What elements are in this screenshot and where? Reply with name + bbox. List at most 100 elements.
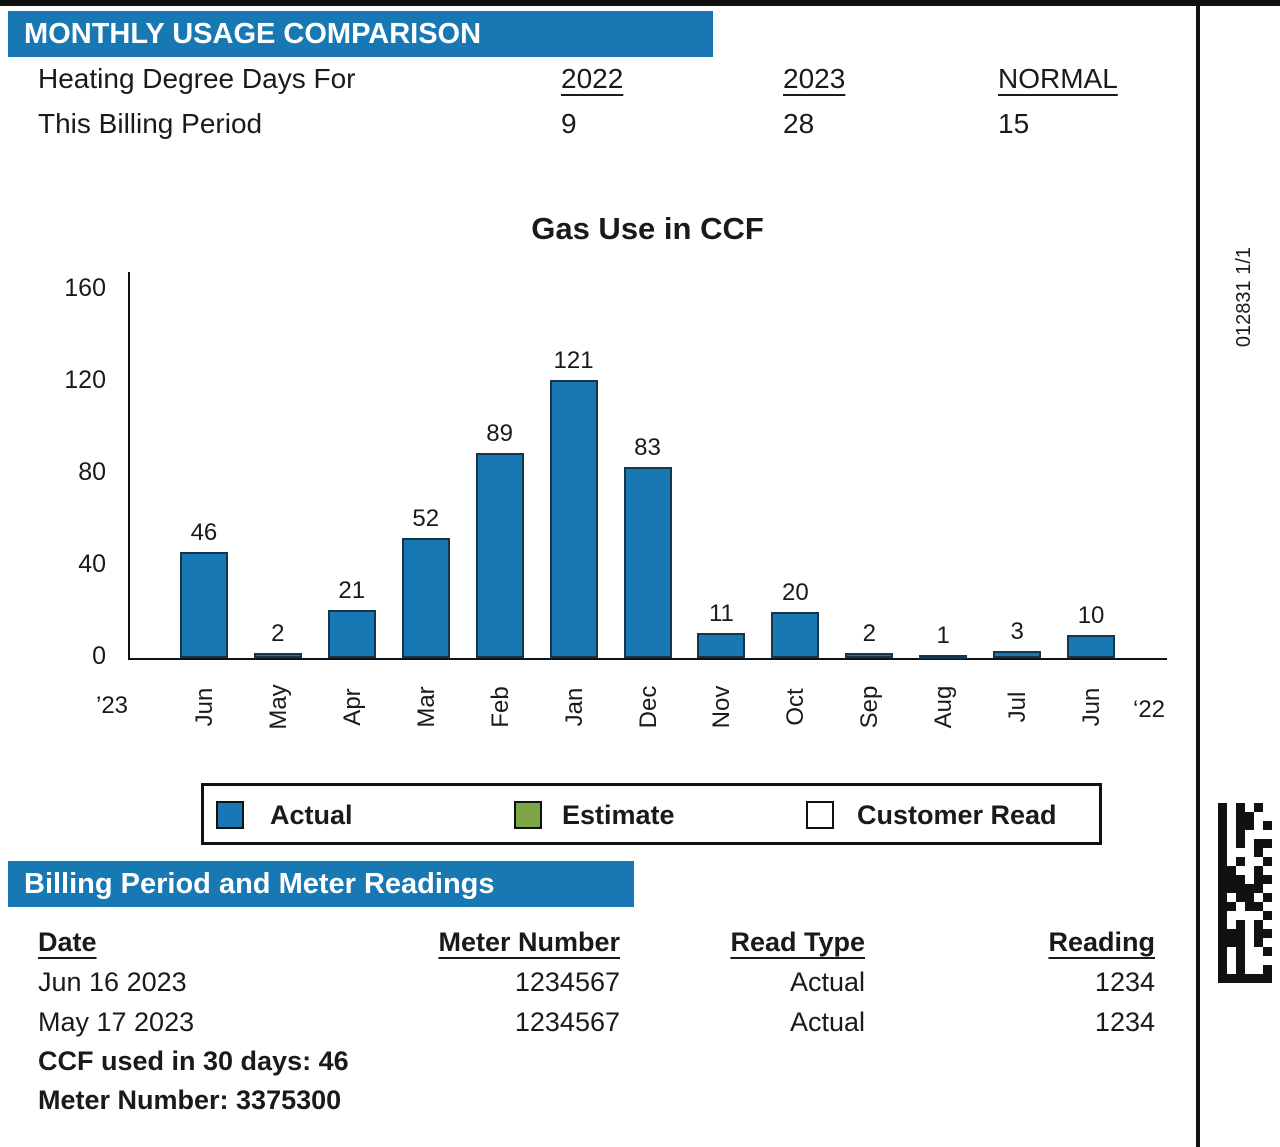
barcode-cell	[1218, 938, 1227, 947]
bar-oct-20	[771, 612, 820, 658]
x-axis-line	[128, 658, 1167, 660]
barcode-cell	[1263, 893, 1272, 902]
hdd-value-2023: 28	[783, 108, 815, 139]
barcode-cell	[1254, 866, 1263, 875]
right-border-rule	[1196, 0, 1200, 1147]
readings-header-meter-number: Meter Number	[438, 927, 620, 957]
barcode-cell	[1218, 830, 1227, 839]
barcode-cell	[1254, 875, 1263, 884]
bar-value-label-3: 3	[1010, 618, 1024, 645]
billing-period-label: This Billing Period	[38, 108, 263, 139]
barcode-cell	[1236, 893, 1245, 902]
reading-row-0-col-3: 1234	[1094, 967, 1155, 997]
hdd-value-2022: 9	[561, 108, 577, 139]
barcode-cell	[1245, 812, 1254, 821]
barcode-cell	[1218, 974, 1227, 983]
hdd-value-normal: 15	[998, 108, 1030, 139]
x-label-jun-12: Jun	[1078, 687, 1106, 727]
barcode-cell	[1236, 830, 1245, 839]
x-label-sep-9: Sep	[856, 685, 884, 729]
barcode-cell	[1254, 929, 1263, 938]
barcode-cell	[1245, 974, 1254, 983]
meter-number-summary: Meter Number: 3375300	[38, 1085, 342, 1115]
x-label-jul-11: Jul	[1004, 691, 1032, 723]
barcode-cell	[1263, 875, 1272, 884]
billing-readings-banner-title: Billing Period and Meter Readings	[24, 867, 495, 900]
reading-row-0-col-0: Jun 16 2023	[38, 967, 187, 997]
bar-feb-89	[475, 453, 524, 658]
barcode-cell	[1236, 803, 1245, 812]
monthly-usage-banner-title: MONTHLY USAGE COMPARISON	[24, 17, 482, 50]
barcode-cell	[1263, 857, 1272, 866]
barcode-cell	[1254, 848, 1263, 857]
barcode-cell	[1254, 839, 1263, 848]
legend-swatch-estimate	[514, 801, 542, 829]
bar-jan-121	[549, 380, 598, 658]
barcode-cell	[1218, 965, 1227, 974]
barcode-cell	[1218, 902, 1227, 911]
heating-degree-days-label: Heating Degree Days For	[38, 63, 356, 94]
y-tick-label-120: 120	[64, 366, 106, 394]
reading-row-1-col-0: May 17 2023	[38, 1007, 195, 1037]
barcode-cell	[1218, 839, 1227, 848]
ccf-used-summary: CCF used in 30 days: 46	[38, 1046, 349, 1076]
barcode-cell	[1218, 947, 1227, 956]
barcode-cell	[1236, 884, 1245, 893]
reading-row-1-col-3: 1234	[1094, 1007, 1155, 1037]
bar-mar-52	[401, 538, 450, 658]
x-label-may-1: May	[264, 684, 292, 730]
barcode-cell	[1263, 929, 1272, 938]
x-label-apr-2: Apr	[338, 688, 366, 726]
barcode-cell	[1227, 866, 1236, 875]
legend-swatch-customer-read	[806, 801, 834, 829]
x-label-dec-6: Dec	[634, 685, 662, 729]
y-axis-line	[128, 272, 130, 660]
hdd-column-2022: 2022	[561, 63, 624, 94]
y-tick-label-0: 0	[92, 642, 106, 670]
x-axis-year-left: ’23	[96, 692, 129, 719]
barcode-cell	[1218, 875, 1227, 884]
x-axis-year-right: ‘22	[1133, 696, 1166, 723]
barcode-cell	[1236, 956, 1245, 965]
barcode-cell	[1218, 884, 1227, 893]
chart-title: Gas Use in CCF	[531, 211, 764, 246]
reading-row-1-col-1: 1234567	[514, 1007, 620, 1037]
barcode-cell	[1236, 938, 1245, 947]
barcode-cell	[1227, 884, 1236, 893]
bar-sep-2	[845, 653, 894, 658]
bar-value-label-10: 10	[1077, 602, 1105, 629]
barcode-cell	[1218, 893, 1227, 902]
barcode-cell	[1263, 974, 1272, 983]
bar-value-label-20: 20	[781, 579, 809, 606]
barcode-cell	[1263, 821, 1272, 830]
barcode-cell	[1263, 947, 1272, 956]
x-label-mar-3: Mar	[412, 686, 440, 728]
bar-value-label-89: 89	[486, 420, 513, 447]
monthly-usage-banner: MONTHLY USAGE COMPARISON	[8, 11, 713, 57]
bar-may-2	[253, 653, 302, 658]
barcode-cell	[1236, 839, 1245, 848]
y-tick-label-80: 80	[78, 458, 106, 486]
chart-legend: Actual Estimate Customer Read	[201, 783, 1102, 845]
bar-value-label-21: 21	[338, 577, 366, 604]
barcode-cell	[1236, 974, 1245, 983]
hdd-column-2023: 2023	[783, 63, 846, 94]
bar-jun-10	[1067, 635, 1116, 658]
barcode-cell	[1245, 821, 1254, 830]
barcode-cell	[1263, 911, 1272, 920]
y-tick-label-40: 40	[78, 550, 106, 578]
barcode-cell	[1263, 965, 1272, 974]
legend-label-estimate: Estimate	[562, 800, 675, 830]
barcode-cell	[1236, 857, 1245, 866]
barcode-cell	[1236, 920, 1245, 929]
x-label-feb-4: Feb	[486, 686, 514, 728]
barcode-cell	[1254, 902, 1263, 911]
x-label-nov-7: Nov	[708, 685, 736, 729]
bar-jul-3	[993, 651, 1042, 658]
bar-jun-46	[179, 552, 228, 658]
data-matrix-barcode	[1218, 803, 1272, 983]
top-border-rule	[0, 0, 1280, 6]
x-label-jun-0: Jun	[190, 687, 218, 727]
barcode-cell	[1236, 965, 1245, 974]
